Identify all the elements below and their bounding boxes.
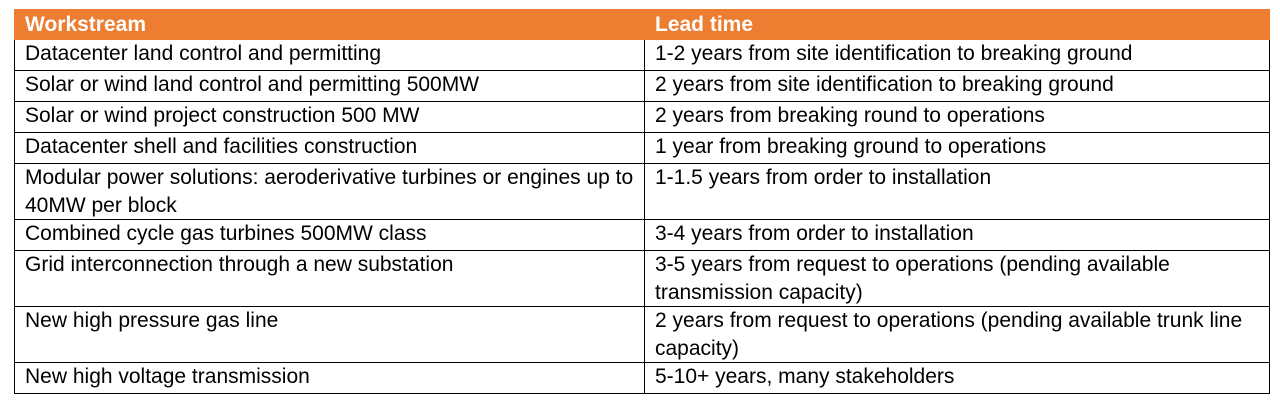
table-row: Datacenter shell and facilities construc… (14, 132, 1270, 164)
lead-time-cell: 2 years from site identification to brea… (644, 70, 1270, 102)
lead-time-cell: 3-4 years from order to installation (644, 219, 1270, 251)
table-row: Solar or wind project construction 500 M… (14, 101, 1270, 133)
lead-time-cell: 1 year from breaking ground to operation… (644, 132, 1270, 164)
workstream-cell: Modular power solutions: aeroderivative … (14, 163, 645, 220)
lead-time-cell: 2 years from request to operations (pend… (644, 306, 1270, 363)
workstream-cell: Solar or wind land control and permittin… (14, 70, 645, 102)
workstream-cell: Combined cycle gas turbines 500MW class (14, 219, 645, 251)
lead-time-cell: 1-1.5 years from order to installation (644, 163, 1270, 220)
lead-time-table: Workstream Lead time Datacenter land con… (14, 9, 1270, 394)
lead-time-cell: 2 years from breaking round to operation… (644, 101, 1270, 133)
column-header-workstream: Workstream (14, 9, 645, 40)
workstream-cell: New high voltage transmission (14, 362, 645, 394)
column-header-lead-time: Lead time (644, 9, 1270, 40)
table-row: Combined cycle gas turbines 500MW class … (14, 219, 1270, 251)
workstream-cell: Grid interconnection through a new subst… (14, 250, 645, 307)
table-row: New high voltage transmission 5-10+ year… (14, 362, 1270, 394)
table-row: Grid interconnection through a new subst… (14, 250, 1270, 307)
table-row: Datacenter land control and permitting 1… (14, 39, 1270, 71)
workstream-cell: New high pressure gas line (14, 306, 645, 363)
table-row: New high pressure gas line 2 years from … (14, 306, 1270, 363)
table-row: Modular power solutions: aeroderivative … (14, 163, 1270, 220)
workstream-cell: Datacenter shell and facilities construc… (14, 132, 645, 164)
lead-time-cell: 1-2 years from site identification to br… (644, 39, 1270, 71)
workstream-cell: Datacenter land control and permitting (14, 39, 645, 71)
workstream-cell: Solar or wind project construction 500 M… (14, 101, 645, 133)
lead-time-cell: 5-10+ years, many stakeholders (644, 362, 1270, 394)
table-row: Solar or wind land control and permittin… (14, 70, 1270, 102)
table-header-row: Workstream Lead time (14, 9, 1270, 40)
lead-time-table-container: Workstream Lead time Datacenter land con… (14, 9, 1270, 394)
lead-time-cell: 3-5 years from request to operations (pe… (644, 250, 1270, 307)
